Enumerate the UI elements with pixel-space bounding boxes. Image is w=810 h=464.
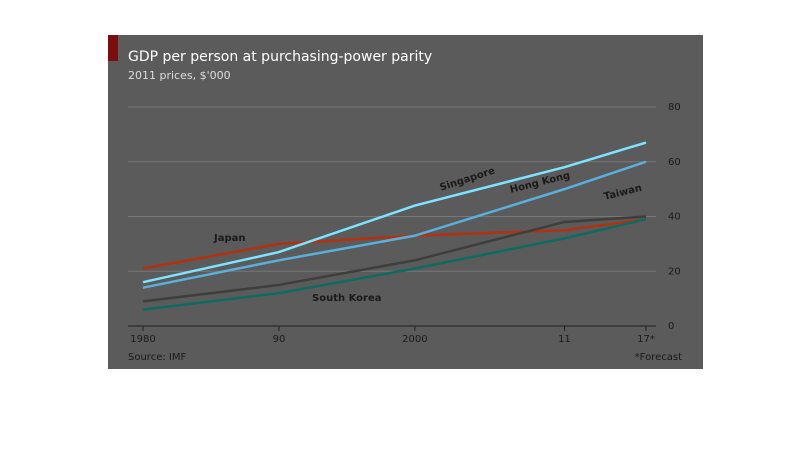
y-tick-label: 40 bbox=[668, 212, 681, 223]
chart-background bbox=[108, 35, 703, 369]
brand-tag bbox=[108, 35, 118, 61]
y-tick-label: 80 bbox=[668, 102, 681, 113]
series-label: South Korea bbox=[312, 293, 381, 304]
y-tick-label: 0 bbox=[668, 321, 674, 332]
y-tick-label: 60 bbox=[668, 157, 681, 168]
series-line bbox=[142, 141, 647, 284]
source: Source: IMF bbox=[128, 352, 186, 363]
y-tick-label: 20 bbox=[668, 266, 681, 277]
chart-subtitle: 2011 prices, $'000 bbox=[128, 69, 231, 82]
x-tick-label: 17* bbox=[637, 334, 655, 345]
series-label: Japan bbox=[213, 233, 246, 244]
x-tick-label: 90 bbox=[273, 334, 286, 345]
series-line bbox=[142, 215, 647, 303]
chart-title: GDP per person at purchasing-power parit… bbox=[128, 49, 432, 65]
x-tick-label: 11 bbox=[558, 334, 571, 345]
x-tick-label: 1980 bbox=[130, 334, 155, 345]
series-line bbox=[142, 218, 647, 311]
x-tick-label: 2000 bbox=[402, 334, 427, 345]
series-line bbox=[142, 160, 647, 289]
footnote: *Forecast bbox=[635, 352, 682, 363]
